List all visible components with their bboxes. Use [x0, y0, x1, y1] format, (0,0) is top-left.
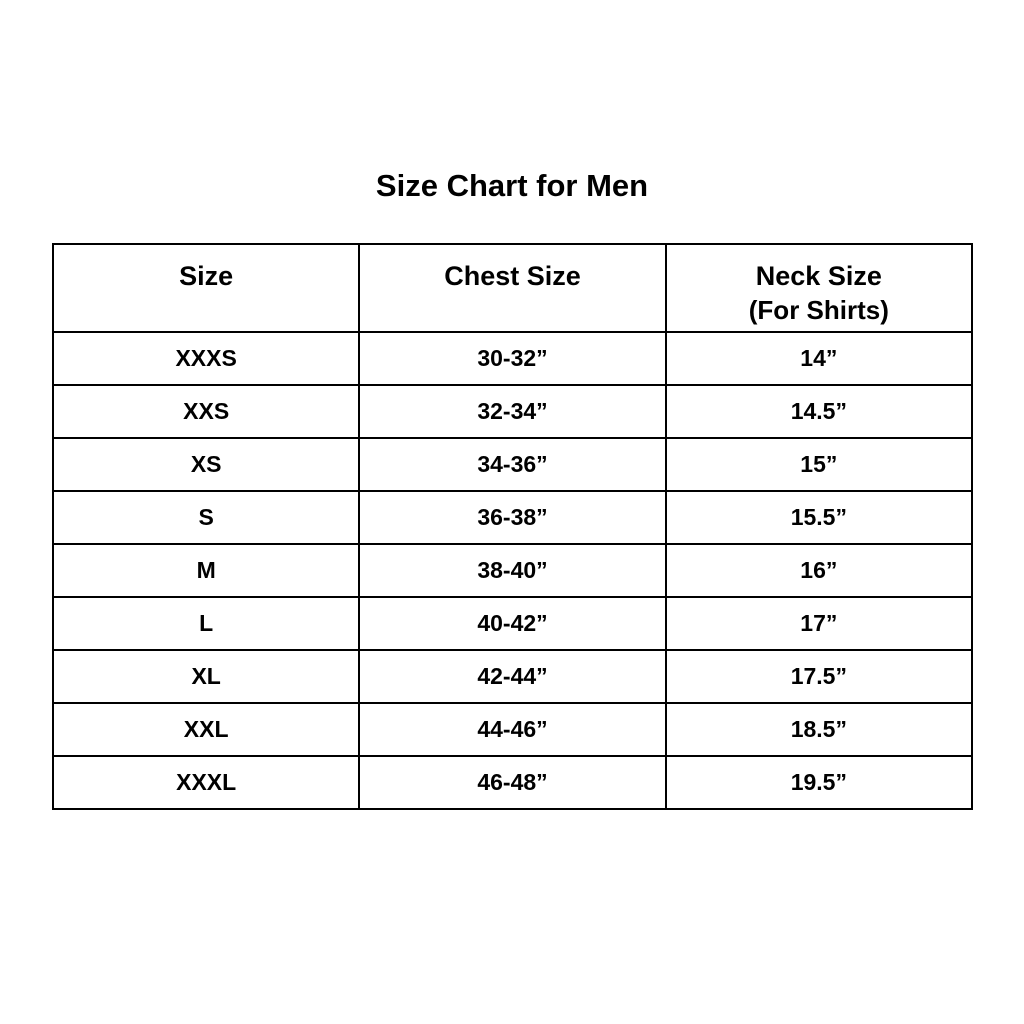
- cell-neck: 16”: [664, 543, 974, 598]
- header-row: Size Chest Size Neck Size (For Shirts): [51, 243, 974, 333]
- table-row: XXL 44-46” 18.5”: [51, 702, 974, 757]
- header-neck-sub: (For Shirts): [748, 295, 889, 325]
- cell-size: XS: [51, 437, 361, 492]
- table-row: S 36-38” 15.5”: [51, 490, 974, 545]
- cell-chest: 32-34”: [358, 384, 667, 439]
- table-row: M 38-40” 16”: [51, 543, 974, 598]
- cell-chest: 42-44”: [358, 649, 667, 704]
- header-neck: Neck Size (For Shirts): [664, 243, 974, 333]
- table-row: L 40-42” 17”: [51, 596, 974, 651]
- header-neck-label: Neck Size: [755, 261, 882, 291]
- page-title: Size Chart for Men: [375, 168, 649, 203]
- cell-chest: 38-40”: [358, 543, 667, 598]
- table-row: XXXL 46-48” 19.5”: [51, 755, 974, 810]
- cell-neck: 15”: [664, 437, 974, 492]
- cell-neck: 17”: [664, 596, 974, 651]
- cell-chest: 46-48”: [358, 755, 667, 810]
- table-row: XS 34-36” 15”: [51, 437, 974, 492]
- cell-chest: 30-32”: [358, 331, 667, 386]
- table-row: XL 42-44” 17.5”: [51, 649, 974, 704]
- cell-size: M: [51, 543, 361, 598]
- header-chest: Chest Size: [358, 243, 667, 333]
- cell-neck: 15.5”: [664, 490, 974, 545]
- cell-neck: 14.5”: [664, 384, 974, 439]
- cell-chest: 34-36”: [358, 437, 667, 492]
- cell-size: XXXL: [51, 755, 361, 810]
- cell-chest: 40-42”: [358, 596, 667, 651]
- table-row: XXS 32-34” 14.5”: [51, 384, 974, 439]
- cell-neck: 14”: [664, 331, 974, 386]
- header-size: Size: [51, 243, 361, 333]
- cell-size: XXS: [51, 384, 361, 439]
- cell-size: XXL: [51, 702, 361, 757]
- cell-size: L: [51, 596, 361, 651]
- cell-neck: 18.5”: [664, 702, 974, 757]
- cell-size: S: [51, 490, 361, 545]
- table-row: XXXS 30-32” 14”: [51, 331, 974, 386]
- cell-neck: 17.5”: [664, 649, 974, 704]
- cell-chest: 36-38”: [358, 490, 667, 545]
- size-table: Size Chest Size Neck Size (For Shirts) XX…: [51, 243, 974, 810]
- cell-size: XL: [51, 649, 361, 704]
- cell-neck: 19.5”: [664, 755, 974, 810]
- cell-chest: 44-46”: [358, 702, 667, 757]
- cell-size: XXXS: [51, 331, 361, 386]
